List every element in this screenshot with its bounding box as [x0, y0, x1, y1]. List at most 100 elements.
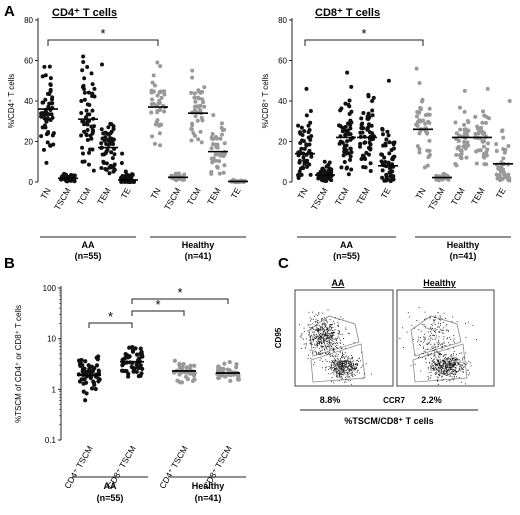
- cell-event: [339, 361, 341, 363]
- cell-event: [331, 367, 333, 369]
- cell-event: [433, 358, 435, 360]
- cell-event: [437, 326, 439, 328]
- data-point: [151, 73, 156, 78]
- cell-event: [402, 327, 403, 329]
- cell-event: [456, 376, 458, 378]
- cell-event: [438, 366, 440, 368]
- cell-event: [344, 369, 346, 371]
- cell-event: [329, 325, 331, 327]
- cell-event: [340, 364, 342, 366]
- cell-event: [331, 333, 333, 335]
- series-tem-healthy: [208, 113, 228, 176]
- cell-event: [425, 357, 427, 359]
- cell-event: [435, 374, 437, 375]
- cell-event: [439, 371, 441, 373]
- cell-event: [439, 316, 441, 318]
- cell-event: [365, 363, 367, 365]
- cell-event: [341, 357, 343, 358]
- data-point: [358, 141, 363, 146]
- data-point: [82, 366, 87, 371]
- cell-event: [457, 362, 459, 364]
- cell-event: [338, 325, 339, 327]
- cell-event: [438, 355, 440, 357]
- cell-event: [326, 353, 328, 355]
- cell-event: [439, 369, 441, 371]
- cell-event: [344, 373, 346, 375]
- cell-event: [462, 368, 463, 370]
- cell-event: [343, 371, 345, 373]
- group-n-aa: (n=55): [75, 251, 102, 261]
- cell-event: [430, 369, 432, 371]
- cell-event: [458, 363, 460, 365]
- cell-event: [456, 358, 458, 360]
- cell-event: [337, 364, 339, 366]
- data-point: [329, 178, 334, 183]
- data-point: [320, 166, 325, 171]
- data-point: [370, 108, 375, 113]
- data-point: [42, 64, 47, 69]
- cell-event: [437, 364, 439, 366]
- cell-event: [465, 363, 467, 365]
- data-point: [386, 160, 391, 165]
- cell-event: [445, 368, 447, 370]
- cell-event: [429, 354, 431, 356]
- cell-event: [342, 374, 344, 376]
- data-point: [152, 141, 157, 146]
- panel-c-caption: %TSCM/CD8⁺ T cells: [344, 416, 433, 426]
- cell-event: [312, 311, 314, 313]
- cell-event: [336, 372, 338, 374]
- cell-event: [331, 340, 333, 342]
- cell-event: [356, 367, 358, 369]
- cell-event: [434, 362, 436, 364]
- series-tcm-healthy: [188, 68, 208, 145]
- cell-event: [444, 374, 446, 376]
- cell-event: [439, 318, 441, 320]
- cell-event: [456, 321, 458, 323]
- cell-event: [431, 363, 433, 365]
- cell-event: [425, 327, 427, 329]
- cell-event: [399, 337, 401, 339]
- cell-event: [437, 364, 439, 366]
- cell-event: [312, 319, 314, 320]
- cell-event: [454, 363, 456, 365]
- cell-event: [323, 332, 325, 334]
- cell-event: [444, 363, 446, 365]
- cell-event: [429, 328, 431, 330]
- cell-event: [437, 367, 439, 369]
- cell-event: [319, 341, 321, 343]
- cell-event: [348, 333, 350, 335]
- cell-event: [453, 358, 455, 359]
- cell-event: [335, 364, 337, 366]
- cell-event: [329, 349, 331, 351]
- cell-event: [434, 349, 436, 351]
- cell-event: [327, 351, 329, 353]
- cell-event: [330, 329, 332, 331]
- cell-event: [322, 340, 324, 342]
- cell-event: [438, 331, 440, 333]
- data-point: [481, 151, 486, 156]
- data-point: [112, 167, 117, 172]
- panel-label-a: A: [4, 3, 15, 20]
- cell-event: [333, 334, 335, 336]
- cell-event: [336, 376, 338, 378]
- cell-event: [301, 333, 303, 335]
- data-point: [368, 161, 373, 166]
- cell-event: [448, 372, 450, 374]
- data-point: [85, 122, 90, 127]
- cell-event: [470, 362, 472, 364]
- cell-event: [338, 373, 340, 375]
- cell-event: [345, 329, 347, 331]
- data-point: [81, 54, 86, 59]
- cell-event: [335, 359, 337, 361]
- cell-event: [439, 364, 441, 366]
- cell-event: [307, 358, 309, 359]
- cell-event: [342, 333, 344, 335]
- cell-event: [338, 374, 340, 376]
- cell-event: [357, 359, 359, 361]
- cell-event: [351, 355, 353, 356]
- cell-event: [439, 353, 441, 355]
- cell-event: [322, 361, 323, 363]
- cell-event: [424, 311, 426, 313]
- data-point: [458, 127, 463, 132]
- cell-event: [446, 323, 448, 325]
